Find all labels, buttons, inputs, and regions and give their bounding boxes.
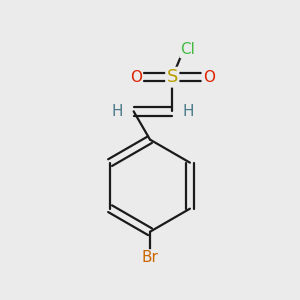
Text: O: O — [130, 70, 142, 85]
Text: Cl: Cl — [181, 42, 196, 57]
Text: O: O — [203, 70, 215, 85]
Text: H: H — [183, 104, 194, 119]
Text: H: H — [112, 104, 123, 119]
Text: Br: Br — [142, 250, 158, 266]
Text: S: S — [167, 68, 178, 86]
